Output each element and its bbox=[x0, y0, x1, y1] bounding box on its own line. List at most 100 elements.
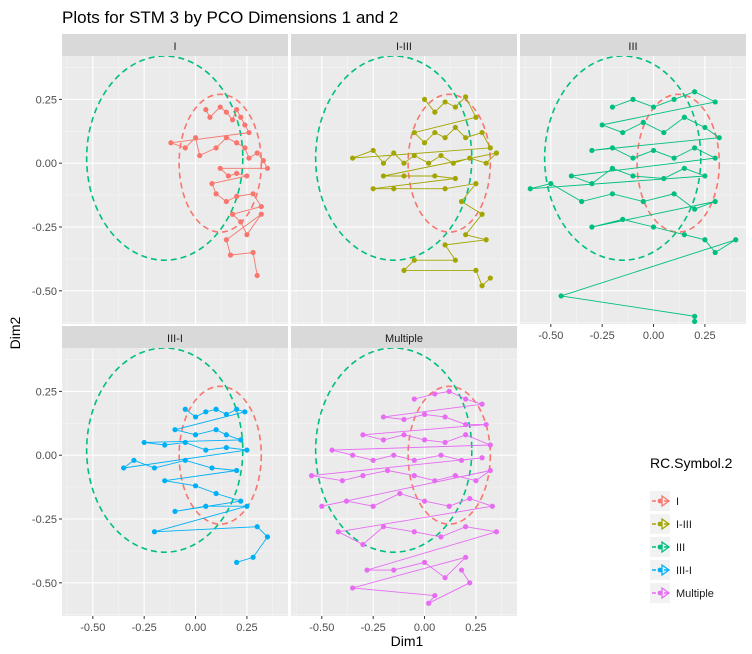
panel-data bbox=[314, 56, 500, 289]
legend-key-point bbox=[657, 544, 663, 550]
legend-key-point bbox=[657, 590, 663, 596]
data-point bbox=[360, 432, 366, 438]
data-point bbox=[397, 490, 403, 497]
data-point bbox=[223, 432, 229, 438]
data-point bbox=[254, 524, 260, 530]
data-point bbox=[671, 155, 677, 161]
data-point bbox=[380, 160, 387, 166]
y-tick-label: 0.25 bbox=[36, 386, 57, 398]
ellipse-i bbox=[178, 93, 263, 233]
data-point bbox=[479, 401, 485, 407]
data-point bbox=[650, 147, 657, 154]
data-point bbox=[192, 483, 199, 489]
data-point bbox=[258, 211, 264, 217]
data-point bbox=[360, 473, 366, 479]
data-point bbox=[223, 237, 229, 243]
data-point bbox=[733, 237, 739, 243]
data-point bbox=[463, 396, 469, 402]
data-point bbox=[452, 104, 458, 110]
data-point bbox=[209, 181, 215, 187]
data-point bbox=[244, 503, 250, 509]
x-tick-label: -0.50 bbox=[309, 622, 334, 634]
data-point bbox=[650, 104, 657, 110]
data-point bbox=[411, 529, 417, 535]
data-point bbox=[242, 145, 248, 151]
data-point bbox=[411, 129, 417, 136]
data-point bbox=[391, 452, 397, 458]
y-tick-label: -0.50 bbox=[32, 578, 57, 590]
data-point bbox=[172, 508, 178, 514]
data-point bbox=[308, 473, 315, 479]
data-point bbox=[141, 439, 147, 446]
data-point bbox=[620, 216, 626, 222]
data-point bbox=[370, 503, 376, 509]
data-point bbox=[463, 432, 469, 438]
data-point bbox=[442, 575, 448, 581]
data-point bbox=[223, 135, 229, 141]
data-point bbox=[712, 99, 718, 105]
data-point bbox=[421, 559, 428, 566]
data-point bbox=[452, 473, 458, 479]
data-point bbox=[473, 478, 479, 484]
data-point bbox=[234, 467, 240, 474]
data-point bbox=[483, 160, 489, 166]
legend-key-iii-i: III-I bbox=[650, 560, 692, 580]
data-point bbox=[131, 457, 137, 463]
data-point bbox=[213, 490, 219, 497]
legend-key-iii: III bbox=[650, 537, 685, 557]
data-point bbox=[692, 318, 698, 324]
panel-data bbox=[527, 56, 739, 324]
data-point bbox=[473, 181, 479, 187]
panel-data bbox=[85, 56, 271, 279]
data-point bbox=[609, 165, 616, 171]
x-tick-label: -0.25 bbox=[132, 622, 157, 634]
data-point bbox=[391, 150, 397, 156]
data-point bbox=[329, 447, 335, 453]
legend-key-i: I bbox=[650, 491, 679, 511]
data-point bbox=[250, 249, 256, 256]
y-tick-label: -0.50 bbox=[32, 286, 57, 298]
data-point bbox=[223, 198, 229, 205]
data-point bbox=[223, 109, 229, 115]
data-point bbox=[432, 109, 438, 115]
facet-strip bbox=[291, 326, 517, 348]
x-tick-label: 0.00 bbox=[643, 330, 664, 342]
data-point bbox=[264, 165, 271, 171]
data-point bbox=[213, 406, 219, 412]
data-point bbox=[242, 409, 248, 415]
data-point bbox=[370, 457, 376, 463]
data-point bbox=[446, 388, 452, 394]
data-point bbox=[452, 175, 458, 182]
data-point bbox=[489, 503, 495, 509]
data-point bbox=[380, 414, 387, 420]
data-point bbox=[426, 600, 432, 606]
data-point bbox=[473, 114, 479, 120]
panels-layer: I I-III III III-I Multiple bbox=[62, 34, 746, 616]
data-point bbox=[712, 249, 718, 256]
data-point bbox=[260, 158, 266, 164]
y-axis-label: Dim2 bbox=[7, 316, 23, 349]
data-point bbox=[681, 165, 687, 171]
data-point bbox=[339, 478, 345, 484]
data-point bbox=[467, 155, 473, 161]
data-point bbox=[244, 173, 250, 179]
data-point bbox=[121, 465, 127, 471]
data-point bbox=[401, 416, 407, 423]
data-point bbox=[209, 465, 215, 471]
data-point bbox=[671, 191, 677, 197]
data-point bbox=[192, 414, 199, 420]
data-point bbox=[380, 524, 387, 530]
data-point bbox=[380, 437, 387, 443]
data-point bbox=[609, 191, 616, 197]
legend-key-point bbox=[657, 498, 663, 504]
panel-multiple: Multiple bbox=[291, 326, 517, 616]
data-point bbox=[246, 129, 252, 136]
data-point bbox=[227, 252, 234, 258]
data-point bbox=[234, 170, 240, 177]
data-point bbox=[609, 145, 616, 151]
legend-entry-label: I-III bbox=[676, 519, 692, 531]
data-point bbox=[234, 406, 240, 412]
data-point bbox=[384, 467, 391, 474]
data-point bbox=[238, 219, 244, 225]
data-point bbox=[640, 119, 646, 125]
